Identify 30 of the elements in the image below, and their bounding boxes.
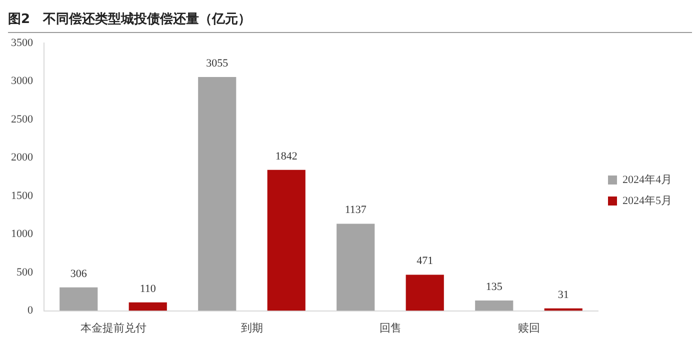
- y-tick-label: 0: [28, 304, 34, 317]
- bar: [60, 287, 98, 311]
- y-tick-label: 3500: [11, 36, 34, 49]
- bar: [336, 224, 375, 311]
- data-label: 135: [486, 280, 503, 293]
- data-label: 3055: [206, 57, 229, 70]
- y-tick-label: 1500: [11, 190, 34, 202]
- y-tick-label: 3000: [11, 75, 34, 88]
- bar: [406, 274, 444, 311]
- y-tick-label: 2500: [11, 113, 34, 126]
- legend-label: 2024年4月: [622, 174, 672, 186]
- y-tick-label: 500: [16, 266, 34, 278]
- x-tick-label: 到期: [240, 322, 263, 334]
- y-tick-label: 2000: [11, 152, 34, 164]
- y-tick-label: 1000: [11, 228, 34, 240]
- data-label: 31: [558, 288, 569, 301]
- data-label: 471: [416, 255, 434, 268]
- bar: [267, 170, 306, 311]
- data-label: 1842: [275, 150, 298, 162]
- x-tick-label: 回售: [379, 322, 402, 334]
- bar: [475, 300, 514, 311]
- bar: [128, 302, 167, 311]
- x-tick-label: 赎回: [518, 322, 540, 334]
- x-tick-label: 本金提前兑付: [80, 321, 146, 334]
- data-label: 306: [70, 268, 88, 280]
- data-label: 110: [140, 282, 156, 295]
- bar: [198, 77, 236, 311]
- data-label: 1137: [344, 204, 367, 216]
- chart-title: 图2 不同偿还类型城投债偿还量（亿元）: [8, 8, 692, 33]
- legend-label: 2024年5月: [622, 194, 672, 207]
